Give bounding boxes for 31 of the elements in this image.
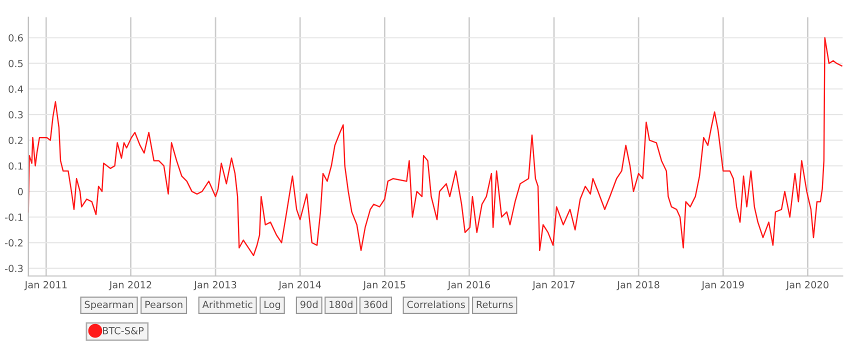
x-tick-label: Jan 2020 [786,281,828,290]
y-tick-label: 0.1 [8,162,23,170]
x-tick-label: Jan 2011 [24,281,67,290]
y-tick-label: 0.5 [8,60,23,68]
text: Spearman [84,300,134,310]
y-tick-label: 0 [18,188,23,196]
text: 180d [330,300,352,308]
y-tick-label: -0.2 [4,239,23,247]
x-tick-label: Jan 2016 [447,281,490,290]
x-tick-label: Jan 2014 [278,281,321,290]
y-tick-label: 0.6 [8,34,23,42]
line-series [28,37,842,256]
text: 360d [364,300,388,308]
x-tick-label: Jan 2017 [532,281,575,290]
y-tick-label: 0.2 [8,136,23,144]
x-tick-label: Jan 2013 [194,281,236,290]
y-tick-label: -0.1 [4,214,23,221]
text: Returns [476,300,513,308]
y-tick-label: 0.3 [8,111,23,118]
text: Arithmetic [202,300,252,308]
x-tick-label: Jan 2015 [362,281,406,290]
y-tick-label: -0.3 [4,264,23,272]
x-tick-label: Jan 2012 [108,281,152,290]
x-tick-label: Jan 2018 [616,281,660,290]
legend-label: BTC-S&P [102,327,144,334]
text: Correlations [407,300,465,308]
text: 90d [300,300,318,308]
text: Pearson [145,300,182,308]
text: Log [264,300,280,310]
x-tick-label: Jan 2019 [701,281,744,290]
y-tick-label: 0.4 [8,85,23,93]
